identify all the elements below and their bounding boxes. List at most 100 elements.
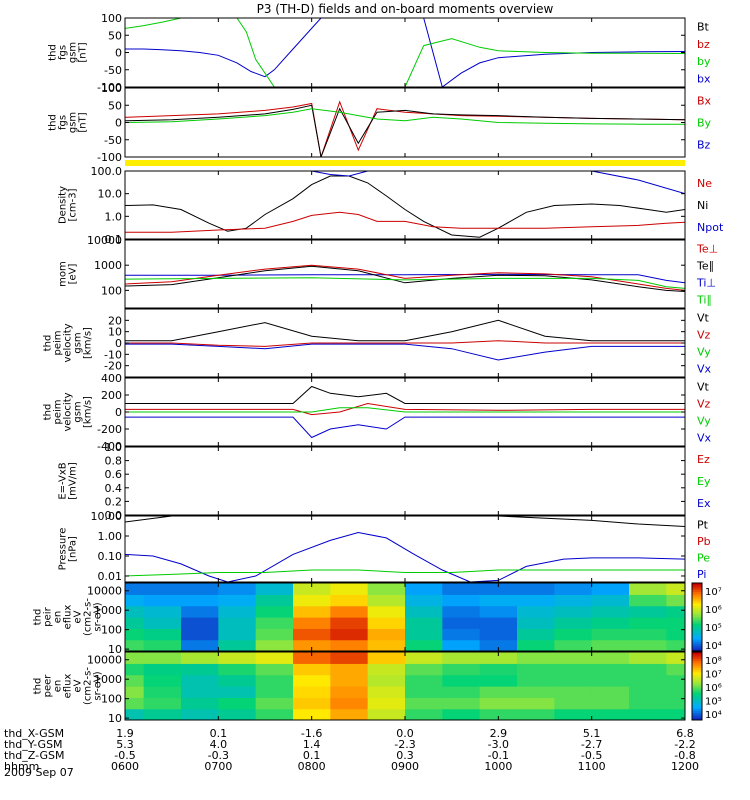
y-tick-label: 20 — [108, 314, 122, 327]
y-axis-label: gsm — [68, 42, 79, 63]
heatmap-cell — [479, 594, 518, 607]
heatmap-cell — [181, 686, 219, 698]
legend-entry: Vt — [697, 381, 710, 394]
heatmap-cell — [442, 594, 481, 607]
colorbar-segment — [692, 697, 702, 701]
heatmap-cell — [181, 594, 219, 607]
heatmap-cell — [629, 617, 667, 629]
heatmap-cell — [591, 628, 630, 641]
heatmap-cell — [591, 583, 630, 595]
heatmap-cell — [293, 708, 331, 720]
colorbar-segment — [692, 717, 702, 721]
heatmap-cell — [554, 617, 593, 629]
legend-entry: Ti∥ — [696, 294, 712, 307]
colorbar-segment — [692, 585, 702, 589]
heatmap-cell — [517, 639, 555, 651]
colorbar-segment — [692, 708, 702, 712]
y-tick-label: 0.01 — [98, 570, 123, 583]
y-axis-label: fgs — [58, 115, 69, 130]
heatmap-cell — [125, 594, 145, 607]
legend-entry: Pe — [697, 551, 710, 564]
x-axis-row-label: thd_X-GSM — [4, 727, 64, 740]
heatmap-cell — [125, 583, 145, 595]
y-tick-label: -50 — [104, 64, 122, 77]
y-tick-label: 50 — [108, 29, 122, 42]
heatmap-cell — [218, 605, 257, 618]
y-tick-label: 100 — [101, 624, 122, 637]
x-axis-row-value: 1.4 — [303, 738, 321, 751]
heatmap-cell — [442, 617, 481, 629]
legend-entry: Npot — [697, 221, 724, 234]
x-axis-row-label: thd_Y-GSM — [4, 738, 63, 751]
heatmap-cell — [218, 639, 257, 651]
heatmap-cell — [442, 652, 481, 664]
heatmap-cell — [255, 697, 294, 710]
heatmap-cell — [330, 594, 369, 607]
legend-entry: Bx — [697, 95, 712, 108]
heatmap-cell — [591, 674, 630, 687]
panel-efield: 1.00.80.60.40.20.0 E=-VxB [mV/m] Ez Ey Ex — [58, 441, 711, 522]
heatmap-cell — [125, 697, 145, 710]
y-tick-label: 10000 — [87, 234, 122, 247]
y-axis-label: thd — [43, 335, 54, 352]
heatmap-cell — [181, 617, 219, 629]
heatmap-cell — [591, 697, 630, 710]
heatmap-cell — [143, 674, 182, 687]
heatmap-cell — [255, 583, 294, 595]
legend-entry: bz — [697, 38, 710, 51]
heatmap-cell — [330, 639, 369, 651]
colorbar-segment — [692, 701, 702, 705]
legend-entry: Ez — [697, 453, 710, 466]
colorbar-frame — [691, 582, 703, 652]
x-axis-row-value: 4.0 — [210, 738, 228, 751]
plot-area — [125, 171, 685, 238]
x-axis-row-value: 0900 — [391, 760, 419, 773]
heatmap-cell — [143, 663, 182, 676]
heatmap-cell — [293, 594, 331, 607]
y-tick-label: 1000 — [94, 259, 122, 272]
colorbar-segment — [692, 690, 702, 694]
heatmap-cell — [125, 639, 145, 651]
colorbar-segment — [692, 710, 702, 714]
legend-entry: Pi — [697, 568, 706, 581]
heatmap-cell — [517, 708, 555, 720]
heatmap-cell — [442, 639, 481, 651]
heatmap-cell — [218, 652, 257, 664]
colorbar-segment — [692, 665, 702, 669]
heatmap-cell — [255, 639, 294, 651]
x-axis-row-value: 0600 — [111, 760, 139, 773]
colorbar-segment — [692, 628, 702, 632]
heatmap-cell — [666, 652, 685, 664]
y-axis-label: gsm — [73, 401, 84, 422]
series-line-Npot — [302, 171, 685, 195]
heatmap-cell — [293, 663, 331, 676]
colorbar-segment — [692, 617, 702, 620]
heatmap-cell — [330, 686, 369, 698]
y-tick-label: 0 — [115, 337, 122, 350]
heatmap-cell — [181, 583, 219, 595]
heatmap-cell — [293, 639, 331, 651]
colorbar-segment — [692, 603, 702, 607]
x-axis-rows: thd_X-GSM 1.9 0.1 -1.6 0.0 2.9 5.1 6.8 thd_Y-GSM… — [4, 727, 699, 773]
heatmap-cell — [218, 617, 257, 629]
heatmap-cell — [125, 663, 145, 676]
colorbar-segment — [692, 644, 702, 647]
legend-entry: Ex — [697, 497, 711, 510]
colorbar-segment — [692, 686, 702, 689]
plot-area — [125, 652, 685, 720]
heatmap-cell — [405, 639, 443, 651]
heatmap-cell — [143, 708, 182, 720]
heatmap-cell — [367, 697, 406, 710]
colorbar-segment — [692, 621, 702, 625]
colorbar-segment — [692, 594, 702, 598]
panel-frame — [124, 170, 686, 240]
colorbar-segment — [692, 652, 702, 655]
legend-entry: Ey — [697, 475, 711, 488]
heatmap-cell — [591, 605, 630, 618]
heatmap-cell — [143, 686, 182, 698]
x-axis-row-label: hhmm — [4, 760, 39, 773]
heatmap-cell — [629, 652, 667, 664]
legend-entry: Vt — [697, 312, 710, 325]
y-tick-label: -400 — [97, 440, 122, 453]
